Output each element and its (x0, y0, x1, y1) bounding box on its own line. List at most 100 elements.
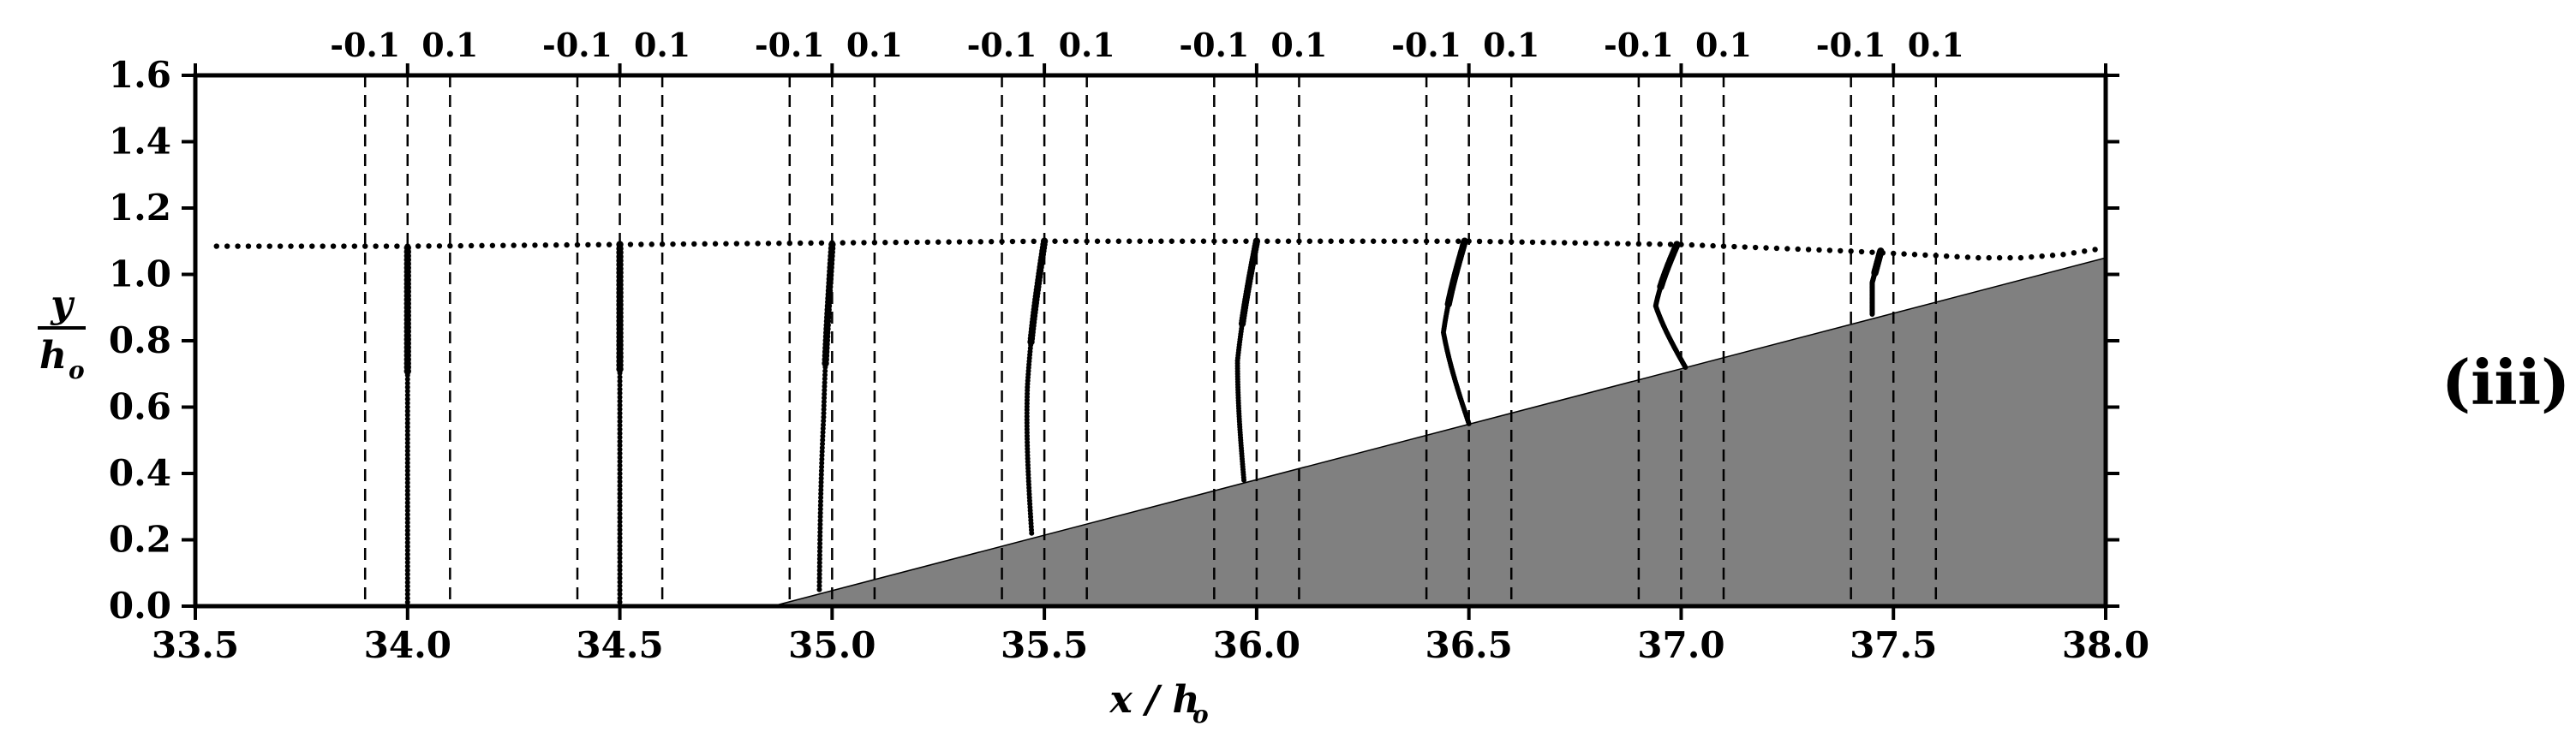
profile-3-point (820, 430, 826, 436)
profile-8-point (1877, 247, 1885, 255)
profile-1-point (404, 547, 410, 553)
profile-3-point (821, 402, 827, 408)
y-tick-label: 1.2 (109, 187, 171, 229)
free-surface-point (2039, 253, 2045, 259)
x-axis-title-main: x / h (1109, 678, 1200, 722)
profile-2-scale-label-pos: 0.1 (634, 26, 690, 64)
free-surface-point (1434, 238, 1440, 244)
profile-1-point (404, 575, 410, 581)
profile-2-point (617, 386, 623, 392)
profile-1-point (404, 551, 410, 557)
free-surface-point (744, 241, 750, 247)
profile-1-point (404, 479, 410, 485)
profile-3-point (819, 449, 825, 455)
profile-1-point (404, 455, 410, 461)
free-surface-point (1360, 238, 1366, 244)
profile-2-point (617, 438, 623, 444)
y-axis-title: y h o (38, 283, 86, 384)
profile-5-scale-label-pos: 0.1 (1270, 26, 1327, 64)
free-surface-point (1127, 238, 1133, 244)
free-surface-point (1137, 238, 1143, 244)
free-surface-point (755, 241, 761, 247)
profile-1-point (404, 563, 410, 569)
profile-6-scale-label-neg: -0.1 (1391, 26, 1461, 64)
free-surface-point (648, 241, 654, 247)
profile-3-point (817, 537, 823, 543)
profile-3-point (818, 491, 824, 497)
profile-2-point (617, 551, 623, 557)
x-tick-label: 33.5 (152, 624, 239, 666)
profile-2-point (617, 559, 623, 565)
profile-2-point (617, 422, 623, 428)
profile-4-scale-label-neg: -0.1 (967, 26, 1037, 64)
free-surface-point (606, 241, 613, 247)
free-surface-point (479, 242, 485, 249)
free-surface-point (309, 243, 315, 249)
free-surface-point (871, 240, 878, 246)
free-surface-point (1954, 253, 1960, 260)
profile-2-point (617, 571, 623, 577)
free-surface-point (511, 242, 517, 248)
free-surface-point (1509, 239, 1515, 245)
free-surface-point (1551, 240, 1557, 246)
free-surface-point (1423, 238, 1430, 244)
profile-3-point (821, 410, 827, 416)
profile-1-point (404, 484, 410, 490)
profile-3-point (820, 441, 826, 447)
profile-6-point (1461, 237, 1468, 245)
free-surface-point (1338, 238, 1345, 244)
profile-3-point (820, 433, 826, 439)
profile-5-point (1252, 237, 1261, 245)
profile-2-point (617, 599, 623, 605)
profile-2-point (617, 374, 623, 380)
free-surface-point (1657, 241, 1663, 247)
profile-1-point (404, 491, 410, 497)
free-surface-point (362, 243, 368, 249)
free-surface-point (1168, 238, 1174, 244)
profile-1-point (404, 384, 410, 390)
free-surface-point (1190, 238, 1196, 244)
profile-1-point (404, 376, 410, 382)
x-axis-title: x / h o (1109, 678, 1209, 729)
free-surface-point (1625, 241, 1631, 247)
free-surface-point (288, 243, 294, 249)
profile-1-point (404, 544, 410, 550)
profile-1-point (404, 599, 410, 605)
free-surface-point (1094, 238, 1101, 244)
free-surface-point (1200, 238, 1207, 244)
profile-4-scale-label-pos: 0.1 (1059, 26, 1115, 64)
profile-1-scale-label-pos: 0.1 (421, 26, 478, 64)
free-surface-point (999, 238, 1005, 245)
free-surface-point (2092, 247, 2098, 253)
profile-2-point (617, 486, 623, 492)
profile-1-point (404, 571, 410, 577)
free-surface-point (373, 243, 379, 249)
profile-2-point (617, 426, 623, 432)
y-axis-title-denominator: h (39, 334, 67, 378)
profile-1-point (404, 587, 410, 593)
y-tick-label: 0.6 (109, 386, 171, 428)
profile-1-point (404, 583, 410, 589)
profile-3-point (817, 545, 823, 551)
profile-3-point (819, 464, 825, 470)
profile-1-point (404, 432, 410, 438)
free-surface-point (893, 239, 899, 246)
profile-1-point (404, 436, 410, 442)
profile-1-point (404, 592, 410, 598)
profile-3-point (819, 460, 825, 466)
free-surface-point (1222, 238, 1228, 244)
y-tick-label: 0.2 (109, 519, 171, 561)
profile-3-point (818, 483, 824, 489)
free-surface-point (670, 241, 676, 247)
free-surface-point (850, 240, 857, 246)
profile-2-point (617, 414, 623, 420)
profile-1-point (404, 412, 410, 418)
free-surface-point (1381, 238, 1387, 244)
free-surface-point (542, 242, 549, 248)
profile-1-point (404, 515, 410, 521)
free-surface-point (1922, 252, 1928, 259)
profile-2-point (617, 467, 623, 473)
free-surface-point (351, 243, 358, 249)
profile-2-point (617, 507, 623, 513)
